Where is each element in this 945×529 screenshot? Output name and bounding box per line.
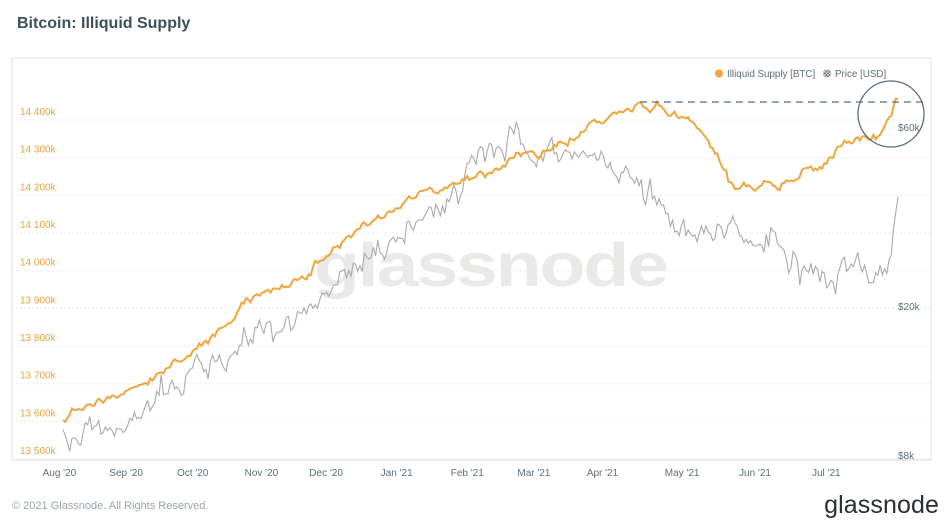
svg-text:Jun '21: Jun '21	[739, 468, 771, 479]
svg-text:13 600k: 13 600k	[20, 408, 57, 419]
svg-text:© 2021 Glassnode. All Rights R: © 2021 Glassnode. All Rights Reserved.	[12, 500, 208, 512]
svg-text:13 700k: 13 700k	[20, 371, 57, 382]
svg-text:13 800k: 13 800k	[20, 333, 57, 344]
svg-text:13 500k: 13 500k	[20, 446, 57, 457]
svg-text:14 100k: 14 100k	[20, 220, 57, 231]
svg-text:Illiquid Supply [BTC]: Illiquid Supply [BTC]	[727, 69, 815, 80]
svg-text:14 400k: 14 400k	[20, 107, 57, 118]
svg-text:13 900k: 13 900k	[20, 295, 57, 306]
svg-text:$20k: $20k	[898, 302, 921, 313]
svg-text:Oct '20: Oct '20	[177, 468, 209, 479]
svg-text:Mar '21: Mar '21	[517, 468, 550, 479]
svg-text:14 200k: 14 200k	[20, 182, 57, 193]
svg-text:14 000k: 14 000k	[20, 258, 57, 269]
svg-text:Price [USD]: Price [USD]	[835, 69, 886, 80]
svg-text:14 300k: 14 300k	[20, 145, 57, 156]
svg-text:May '21: May '21	[665, 468, 700, 479]
svg-text:glassnode: glassnode	[314, 230, 667, 299]
svg-text:Aug '20: Aug '20	[43, 468, 77, 479]
svg-text:Nov '20: Nov '20	[245, 468, 279, 479]
svg-text:$60k: $60k	[898, 123, 921, 134]
svg-text:Feb '21: Feb '21	[451, 468, 484, 479]
svg-text:Sep '20: Sep '20	[109, 468, 143, 479]
svg-text:Jan '21: Jan '21	[381, 468, 413, 479]
svg-text:Apr '21: Apr '21	[587, 468, 619, 479]
svg-text:Jul '21: Jul '21	[812, 468, 841, 479]
svg-text:$8k: $8k	[898, 451, 915, 462]
svg-text:Dec '20: Dec '20	[309, 468, 343, 479]
